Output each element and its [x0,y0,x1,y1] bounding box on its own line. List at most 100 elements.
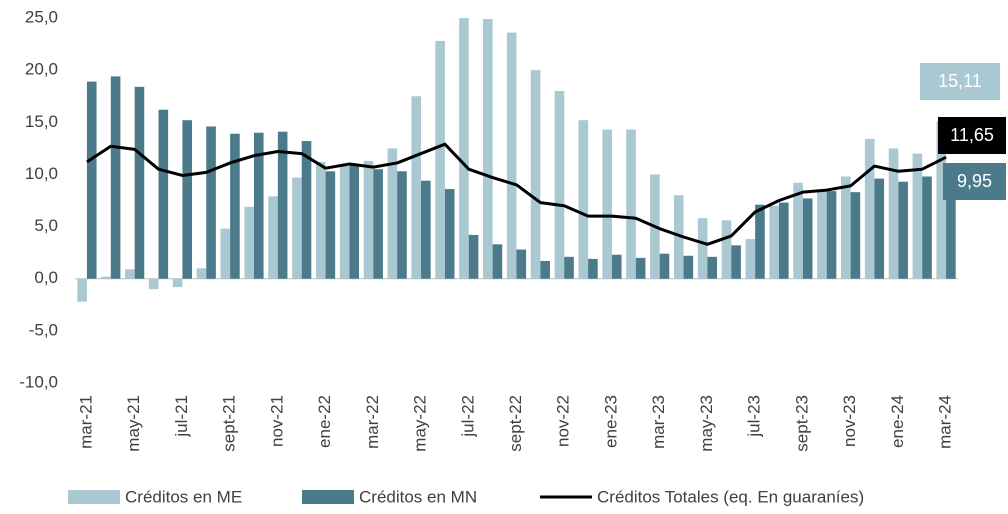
bar [554,91,565,279]
bar [802,198,813,279]
bar [912,153,923,279]
bar [86,81,97,279]
bar [172,278,183,288]
bar [253,132,264,279]
bar [826,191,837,279]
bar [841,176,851,279]
bar [411,96,422,279]
bar [779,202,789,279]
bar [888,148,899,279]
bar [673,195,684,279]
bar [244,206,254,279]
bar [349,164,360,279]
bar [206,126,216,279]
bar [506,32,517,279]
x-tick-label: jul-23 [745,395,764,438]
bar [435,40,445,279]
bar [530,70,541,279]
y-tick-label: 20,0 [25,60,58,79]
y-tick-label: 25,0 [25,7,58,26]
bar [468,234,479,279]
bar [540,260,550,279]
value-label-box [920,63,1000,100]
legend-swatch [68,490,120,504]
bar [635,257,646,279]
bar [898,181,908,279]
bar [397,171,407,279]
bar [683,255,694,279]
bar [659,253,670,279]
x-tick-label: ene-24 [888,395,907,448]
bar [325,171,336,279]
bar [874,178,885,279]
value-label: 9,95 [957,171,992,191]
bar [492,244,503,279]
bar [936,121,947,279]
x-tick-label: may-23 [697,395,716,452]
bar [315,161,326,279]
bar [731,245,741,279]
bar [230,133,240,279]
bar [755,204,765,279]
legend-label: Créditos en MN [359,487,477,506]
x-tick-label: jul-21 [172,395,191,438]
x-tick-label: may-22 [411,395,430,452]
x-tick-label: sept-21 [220,395,239,452]
x-tick-label: mar-24 [936,395,955,449]
bar [182,120,192,279]
bar [588,258,598,279]
bar [301,141,312,279]
bar [459,18,469,279]
x-tick-label: sept-23 [792,395,811,452]
x-tick-label: sept-22 [506,395,525,452]
bar [850,192,861,279]
legend-label: Créditos Totales (eq. En guaraníes) [597,487,864,506]
y-tick-label: 5,0 [34,216,58,235]
x-tick-label: nov-21 [267,395,286,447]
y-tick-label: -10,0 [19,372,58,391]
legend-label: Créditos en ME [125,487,242,506]
bar [268,196,278,279]
x-tick-label: ene-23 [601,395,620,448]
y-tick-label: 15,0 [25,112,58,131]
bar [148,278,159,290]
bar [864,138,875,279]
bar [626,129,636,279]
value-label-box [938,117,1006,154]
bar [292,177,302,279]
x-tick-label: may-21 [124,395,143,452]
line [86,142,947,246]
x-tick-label: jul-22 [458,395,477,438]
bar [602,129,612,279]
x-tick-label: mar-23 [649,395,668,449]
bar [101,276,111,279]
bar [578,120,589,279]
bar [817,191,827,279]
bar [946,174,956,279]
bar [745,239,756,279]
bar [793,182,803,279]
bar [77,278,87,302]
bar [721,220,732,279]
bar [697,218,708,279]
bar [707,256,718,279]
bar [277,131,288,279]
y-tick-label: -5,0 [29,320,58,339]
value-label: 11,65 [950,125,994,145]
bar [483,19,493,279]
legend-swatch [302,490,354,504]
bar [220,228,231,279]
x-tick-label: nov-22 [554,395,573,447]
bar [769,205,780,279]
bar [387,148,398,279]
y-tick-label: 10,0 [25,164,58,183]
bar [922,176,932,279]
bar [444,189,455,279]
x-tick-label: mar-21 [76,395,95,449]
bar [134,86,145,279]
bar [110,76,121,279]
value-label-box [943,163,1006,200]
bar [158,109,169,279]
bar [564,256,574,279]
